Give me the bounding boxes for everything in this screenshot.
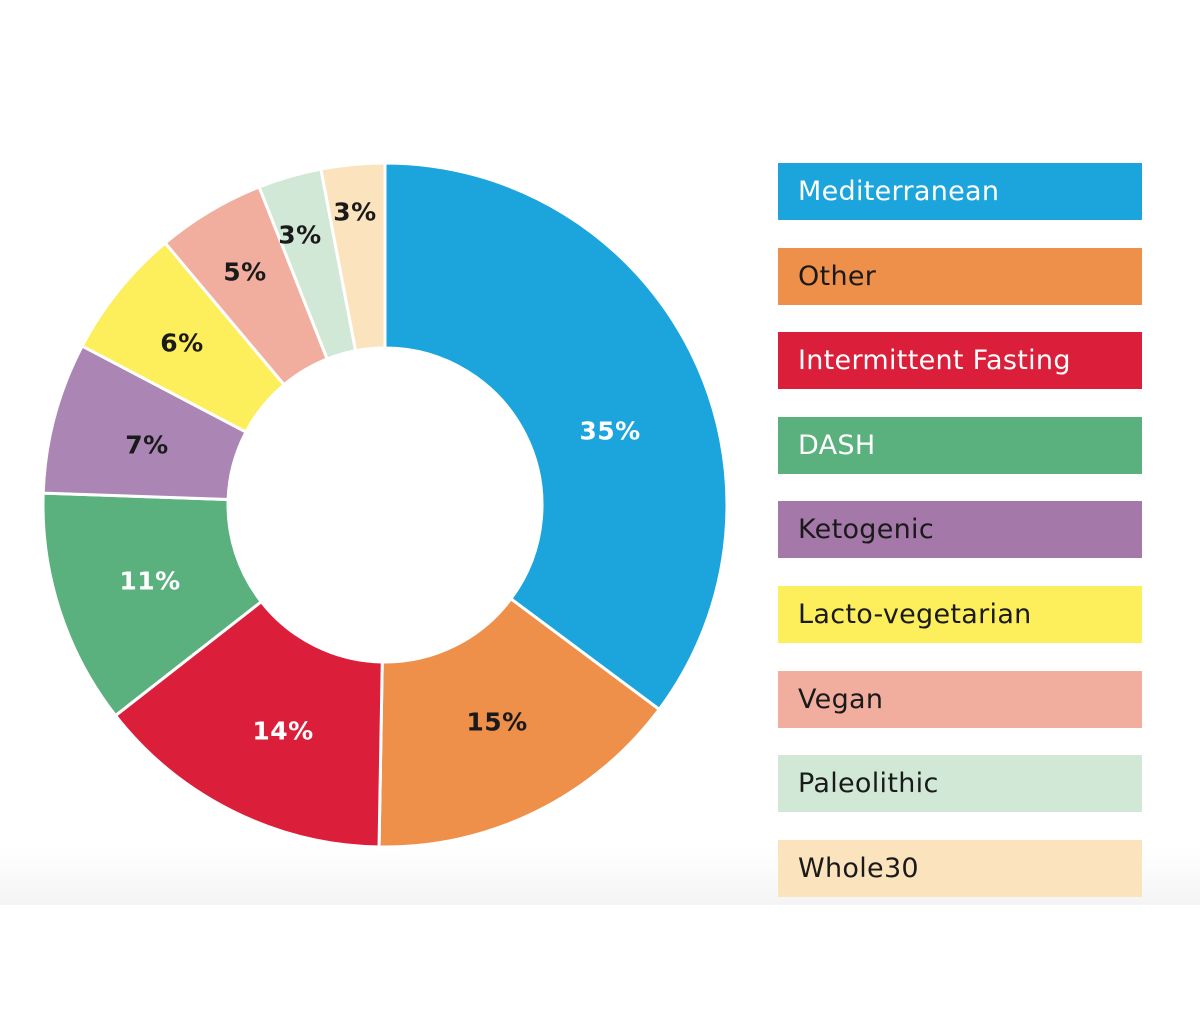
legend-label: Lacto-vegetarian (798, 599, 1032, 630)
donut-slice-whole30 (319, 161, 387, 353)
legend-item-other: Other (778, 247, 1142, 305)
donut-slice-intermittent-fasting (113, 599, 384, 849)
chart-panel: 35% 15% 14% 11% 7% 6% 5% 3% 3% Mediterranean Othe… (0, 0, 1200, 905)
legend-item-intermittent-fasting: Intermittent Fasting (778, 332, 1142, 390)
legend-item-dash: DASH (778, 416, 1142, 474)
legend-label: Intermittent Fasting (798, 345, 1071, 377)
slice-percent-label: 7% (125, 430, 169, 460)
slice-percent-label: 14% (252, 716, 314, 746)
slice-percent-label: 3% (333, 197, 377, 227)
legend-item-lacto-vegetarian: Lacto-vegetarian (778, 586, 1142, 643)
legend-item-ketogenic: Ketogenic (778, 501, 1142, 559)
donut-slice-dash (41, 491, 264, 718)
legend-item-vegan: Vegan (778, 670, 1142, 728)
legend-label: Whole30 (798, 852, 919, 884)
legend-item-whole30: Whole30 (778, 839, 1142, 897)
legend-label: Other (798, 260, 877, 292)
slice-percent-label: 11% (119, 566, 181, 596)
donut-chart (41, 161, 729, 849)
donut-slice-mediterranean (383, 161, 729, 712)
legend-label: Ketogenic (798, 514, 934, 546)
slice-percent-label: 35% (579, 416, 641, 446)
legend-item-mediterranean: Mediterranean (778, 163, 1142, 220)
slice-percent-label: 6% (160, 328, 204, 358)
donut-slice-other (377, 596, 662, 849)
legend-label: DASH (798, 429, 876, 461)
slice-percent-label: 3% (278, 220, 322, 250)
slice-percent-label: 5% (223, 257, 267, 287)
legend-label: Paleolithic (798, 768, 939, 800)
legend-label: Mediterranean (798, 176, 1000, 207)
legend-item-paleolithic: Paleolithic (778, 755, 1142, 813)
slice-percent-label: 15% (466, 707, 528, 737)
legend-label: Vegan (798, 683, 884, 715)
